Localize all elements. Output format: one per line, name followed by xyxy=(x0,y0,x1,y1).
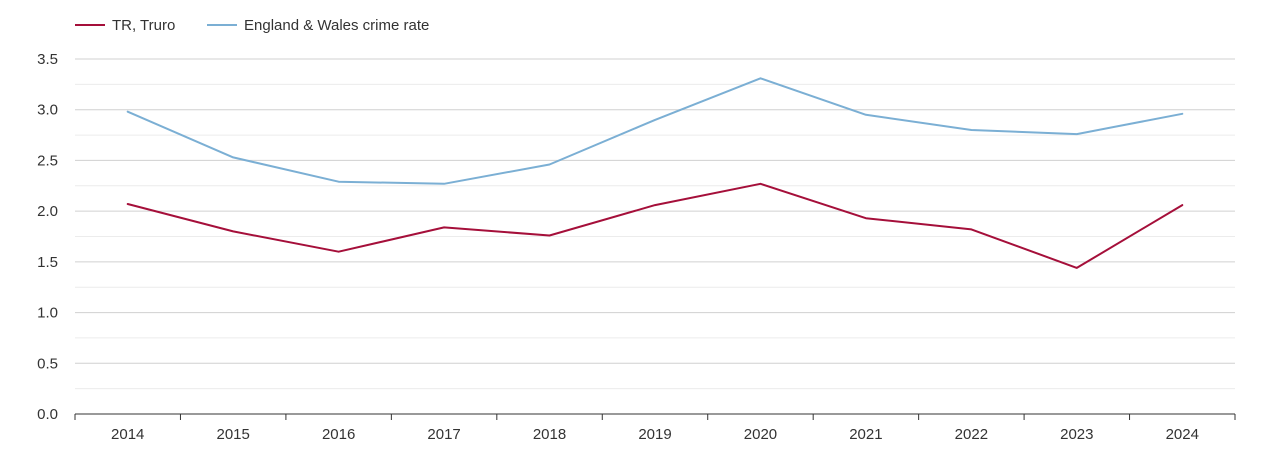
data-point-england-wales[interactable] xyxy=(650,115,660,125)
data-point-truro[interactable] xyxy=(1177,200,1187,210)
data-point-england-wales[interactable] xyxy=(755,73,765,83)
data-point-truro[interactable] xyxy=(1072,263,1082,273)
data-point-england-wales[interactable] xyxy=(228,152,238,162)
x-tick-label: 2021 xyxy=(849,426,882,443)
y-tick-label: 3.5 xyxy=(37,51,58,68)
x-tick-label: 2017 xyxy=(427,426,460,443)
data-point-truro[interactable] xyxy=(123,199,133,209)
series-lines xyxy=(123,73,1187,273)
data-point-england-wales[interactable] xyxy=(966,125,976,135)
y-tick-label: 0.5 xyxy=(37,355,58,372)
data-point-england-wales[interactable] xyxy=(861,110,871,120)
legend-label-england-wales: England & Wales crime rate xyxy=(244,17,429,34)
x-axis: 2014 2015 2016 2017 2018 2019 2020 2021 2022 2023… xyxy=(74,413,1236,443)
data-point-truro[interactable] xyxy=(966,224,976,234)
x-tick-label: 2023 xyxy=(1060,426,1093,443)
data-point-england-wales[interactable] xyxy=(439,179,449,189)
y-tick-label: 2.0 xyxy=(37,203,58,220)
gridlines xyxy=(75,58,1235,390)
x-tick-label: 2022 xyxy=(955,426,988,443)
data-point-england-wales[interactable] xyxy=(334,177,344,187)
data-point-england-wales[interactable] xyxy=(123,107,133,117)
y-tick-label: 1.5 xyxy=(37,254,58,271)
data-point-truro[interactable] xyxy=(545,230,555,240)
data-point-england-wales[interactable] xyxy=(545,159,555,169)
series-line-england-wales xyxy=(126,77,1184,185)
y-tick-label: 0.0 xyxy=(37,406,58,423)
data-point-truro[interactable] xyxy=(650,200,660,210)
series-line-truro xyxy=(126,182,1184,269)
legend-item-england-wales[interactable]: England & Wales crime rate xyxy=(207,17,429,34)
data-point-truro[interactable] xyxy=(861,213,871,223)
x-tick-label: 2019 xyxy=(638,426,671,443)
legend-item-truro[interactable]: TR, Truro xyxy=(75,17,175,34)
y-axis: 0.0 0.5 1.0 1.5 2.0 2.5 3.0 3.5 xyxy=(37,51,58,423)
data-point-england-wales[interactable] xyxy=(1072,129,1082,139)
data-point-england-wales[interactable] xyxy=(1177,109,1187,119)
x-tick-label: 2020 xyxy=(744,426,777,443)
legend: TR, Truro England & Wales crime rate xyxy=(75,17,429,34)
y-tick-label: 2.5 xyxy=(37,152,58,169)
x-tick-label: 2016 xyxy=(322,426,355,443)
x-tick-label: 2015 xyxy=(216,426,249,443)
y-tick-label: 1.0 xyxy=(37,305,58,322)
x-tick-label: 2024 xyxy=(1166,426,1199,443)
data-point-truro[interactable] xyxy=(334,247,344,257)
data-point-truro[interactable] xyxy=(755,179,765,189)
legend-label-truro: TR, Truro xyxy=(112,17,175,34)
data-point-truro[interactable] xyxy=(228,226,238,236)
y-tick-label: 3.0 xyxy=(37,102,58,119)
x-tick-label: 2014 xyxy=(111,426,144,443)
data-point-truro[interactable] xyxy=(439,222,449,232)
x-tick-label: 2018 xyxy=(533,426,566,443)
